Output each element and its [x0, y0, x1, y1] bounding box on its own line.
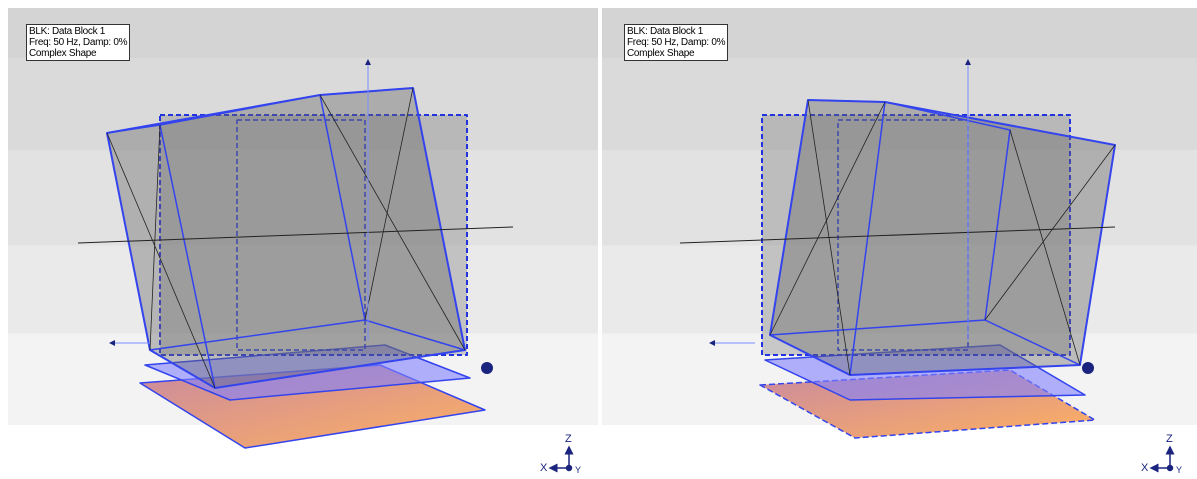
triad-x: X: [540, 462, 547, 474]
info-box: BLK: Data Block 1 Freq: 50 Hz, Damp: 0% …: [26, 24, 130, 61]
info-line: Freq: 50 Hz, Damp: 0%: [627, 37, 725, 48]
triad-y: Y: [575, 465, 581, 475]
triad-left: [553, 450, 572, 471]
info-line: BLK: Data Block 1: [29, 26, 127, 37]
info-line: Complex Shape: [29, 48, 127, 59]
info-line: Freq: 50 Hz, Damp: 0%: [29, 37, 127, 48]
scene: [0, 0, 1197, 479]
info-box: BLK: Data Block 1 Freq: 50 Hz, Damp: 0% …: [624, 24, 728, 61]
info-line: Complex Shape: [627, 48, 725, 59]
triad-z: Z: [1166, 433, 1173, 445]
info-line: BLK: Data Block 1: [627, 26, 725, 37]
viewer: BLK: Data Block 1 Freq: 50 Hz, Damp: 0% …: [0, 0, 1197, 479]
triad-z: Z: [565, 433, 572, 445]
triad-x: X: [1141, 462, 1148, 474]
triad-y: Y: [1176, 465, 1182, 475]
triad-right: [1154, 450, 1173, 471]
